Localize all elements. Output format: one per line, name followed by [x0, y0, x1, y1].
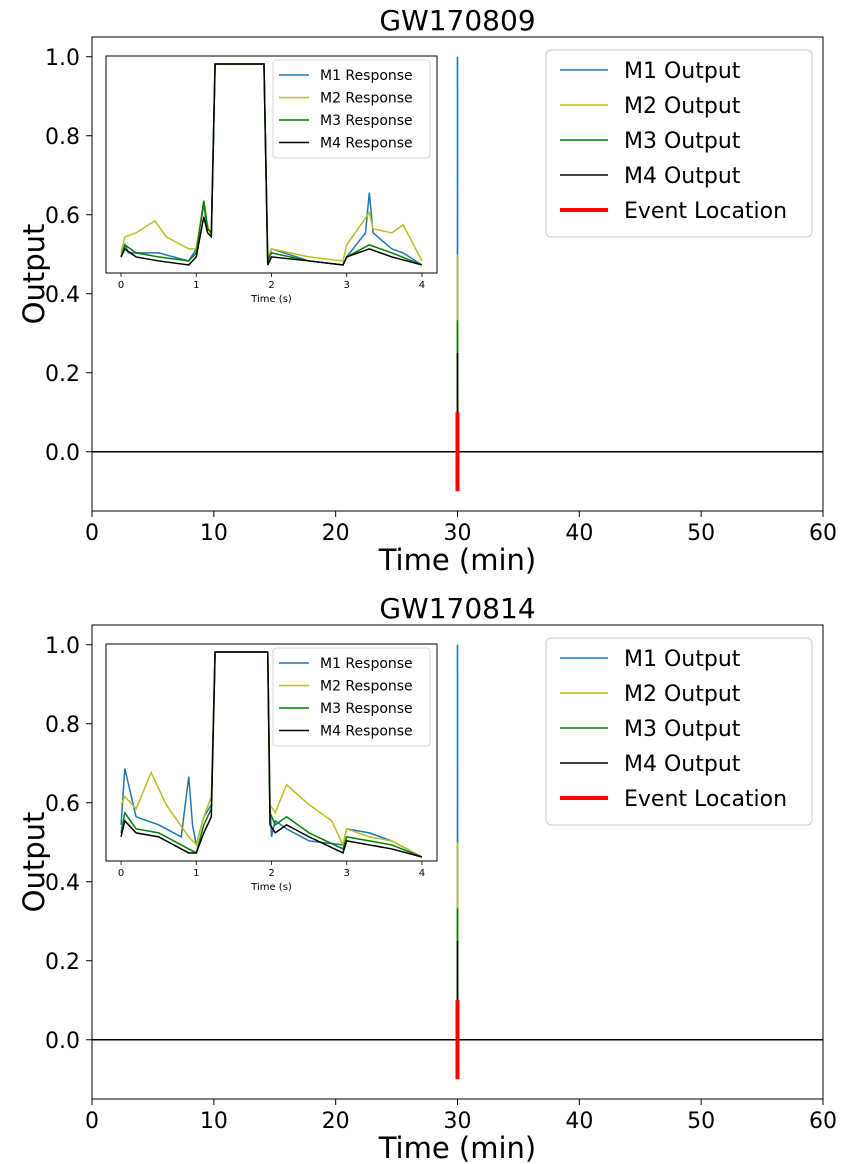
x-axis-label: Time (min)	[378, 1131, 537, 1164]
y-axis-label: Output	[17, 812, 51, 913]
x-tick-label: 30	[444, 521, 472, 546]
inset-x-axis-label: Time (s)	[250, 294, 292, 305]
x-tick-label: 30	[444, 1109, 472, 1134]
inset-legend-label-0: M1 Response	[320, 68, 413, 84]
chart-title: GW170809	[379, 4, 535, 37]
x-tick-label: 50	[687, 521, 715, 546]
legend-label-1: M2 Output	[624, 94, 741, 119]
inset-x-tick-label: 2	[268, 868, 274, 879]
legend: M1 Output M2 Output M3 Output M4 Output Even…	[545, 637, 813, 826]
inset-x-tick-label: 3	[344, 868, 350, 879]
legend-label-4: Event Location	[624, 787, 787, 812]
y-tick-label: 1.0	[45, 46, 80, 71]
inset-x-tick-label: 3	[344, 280, 350, 291]
x-tick-label: 40	[565, 1109, 593, 1134]
y-tick-label: 0.0	[45, 1029, 80, 1054]
inset-x-tick-label: 4	[419, 868, 425, 879]
legend-label-3: M4 Output	[624, 752, 741, 777]
legend: M1 Output M2 Output M3 Output M4 Output Even…	[545, 49, 813, 238]
legend-label-1: M2 Output	[624, 682, 741, 707]
y-tick-label: 0.2	[45, 362, 80, 387]
inset-x-axis-label: Time (s)	[250, 882, 292, 893]
y-tick-label: 0.0	[45, 441, 80, 466]
x-tick-label: 10	[200, 1109, 228, 1134]
plot-lines	[92, 56, 823, 492]
inset-legend-label-1: M2 Response	[320, 679, 413, 695]
inset-plot: 0 1 2 3 4 Time (s) M1 Response M2 Response M3 Re…	[105, 643, 438, 893]
y-tick-label: 0.8	[45, 125, 80, 150]
inset-legend-label-2: M3 Response	[320, 113, 413, 129]
inset-x-tick-label: 4	[419, 280, 425, 291]
y-tick-label: 0.4	[45, 871, 80, 896]
inset-legend-label-3: M4 Response	[320, 724, 413, 740]
y-tick-label: 0.4	[45, 283, 80, 308]
inset-lines	[120, 63, 423, 266]
x-tick-label: 60	[809, 1109, 837, 1134]
inset-legend-label-0: M1 Response	[320, 656, 413, 672]
inset-x-tick-label: 1	[193, 868, 199, 879]
x-tick-label: 0	[85, 1109, 99, 1134]
chart-panel-GW170809: 0 10 20 30 40 50 600.00.20.40.60.81.0GW170809T…	[17, 4, 837, 577]
inset-series-line-3	[120, 63, 423, 266]
x-tick-label: 60	[809, 521, 837, 546]
legend-label-2: M3 Output	[624, 129, 741, 154]
legend-label-2: M3 Output	[624, 717, 741, 742]
y-tick-label: 0.8	[45, 713, 80, 738]
inset-legend-box	[272, 647, 431, 747]
x-tick-label: 20	[322, 521, 350, 546]
x-tick-label: 50	[687, 1109, 715, 1134]
y-tick-label: 1.0	[45, 634, 80, 659]
legend-label-3: M4 Output	[624, 164, 741, 189]
inset-x-tick-label: 2	[268, 280, 274, 291]
y-tick-label: 0.6	[45, 204, 80, 229]
inset-lines	[120, 651, 423, 858]
inset-x-tick-label: 0	[118, 280, 124, 291]
inset-legend: M1 Response M2 Response M3 Response M4 Resp…	[272, 647, 431, 747]
x-tick-label: 0	[85, 521, 99, 546]
legend-label-0: M1 Output	[624, 647, 741, 672]
chart-title: GW170814	[379, 592, 535, 625]
inset-legend-box	[272, 59, 431, 159]
inset-legend-label-1: M2 Response	[320, 91, 413, 107]
inset-x-tick-label: 1	[193, 280, 199, 291]
inset-plot: 0 1 2 3 4 Time (s) M1 Response M2 Response M3 Re…	[105, 55, 438, 305]
y-tick-label: 0.6	[45, 792, 80, 817]
inset-legend: M1 Response M2 Response M3 Response M4 Resp…	[272, 59, 431, 159]
legend-box	[545, 49, 813, 238]
x-tick-label: 40	[565, 521, 593, 546]
inset-legend-label-2: M3 Response	[320, 701, 413, 717]
inset-series-line-3	[120, 651, 423, 858]
plot-lines	[92, 644, 823, 1080]
chart-panel-GW170814: 0 10 20 30 40 50 600.00.20.40.60.81.0GW170814T…	[17, 592, 837, 1164]
x-tick-label: 20	[322, 1109, 350, 1134]
y-tick-label: 0.2	[45, 950, 80, 975]
inset-x-tick-label: 0	[118, 868, 124, 879]
x-tick-label: 10	[200, 521, 228, 546]
series-line-3	[92, 940, 823, 1041]
legend-label-0: M1 Output	[624, 59, 741, 84]
legend-label-4: Event Location	[624, 199, 787, 224]
legend-box	[545, 637, 813, 826]
x-axis-label: Time (min)	[378, 543, 537, 577]
y-axis-label: Output	[17, 224, 51, 325]
inset-legend-label-3: M4 Response	[320, 136, 413, 152]
series-line-3	[92, 352, 823, 453]
